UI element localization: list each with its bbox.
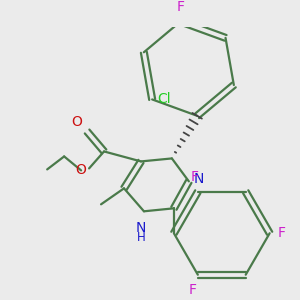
Text: Cl: Cl [157, 92, 171, 106]
Text: N: N [194, 172, 204, 186]
Text: F: F [189, 283, 197, 297]
Text: F: F [278, 226, 286, 240]
Text: O: O [71, 115, 82, 128]
Text: F: F [191, 170, 199, 184]
Text: N: N [136, 221, 146, 235]
Text: O: O [75, 164, 86, 177]
Text: F: F [176, 0, 184, 14]
Text: H: H [136, 231, 145, 244]
